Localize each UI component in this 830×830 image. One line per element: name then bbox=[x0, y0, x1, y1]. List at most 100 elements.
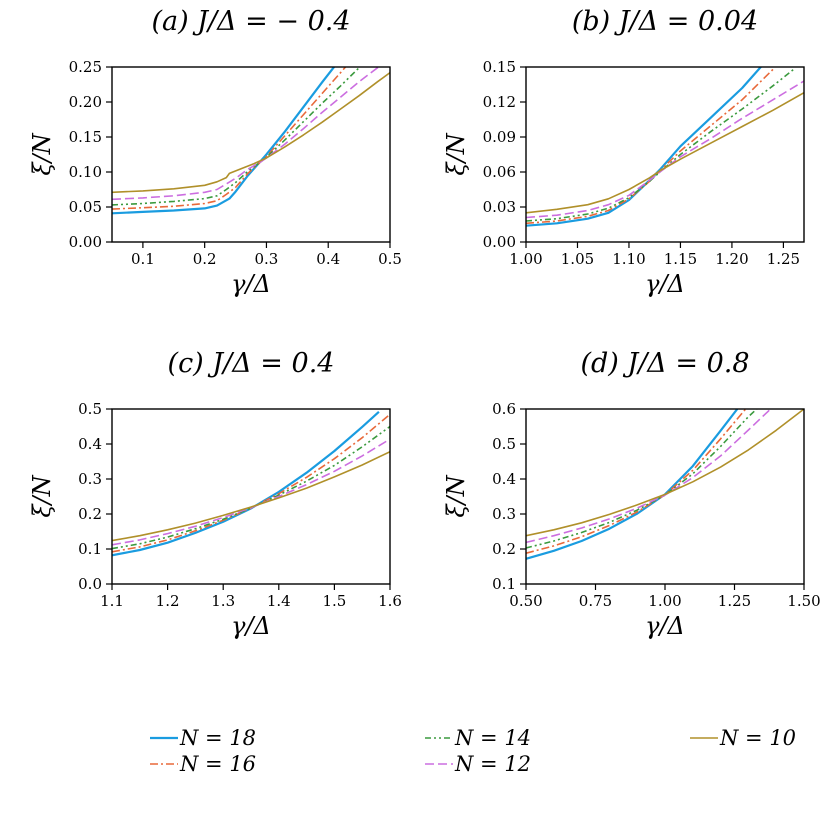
x-tick-label: 1.3 bbox=[211, 592, 235, 610]
x-tick-label: 1.50 bbox=[787, 592, 820, 610]
x-tick-label: 1.00 bbox=[648, 592, 681, 610]
series-line-n18 bbox=[526, 67, 763, 227]
series-group bbox=[526, 409, 804, 560]
legend-label: N = 16 bbox=[179, 752, 256, 776]
y-tick-label: 0.5 bbox=[78, 400, 102, 418]
series-group bbox=[112, 67, 390, 215]
x-axis-label: γ/Δ bbox=[231, 612, 271, 640]
y-axis-label: ξ/N bbox=[442, 132, 470, 175]
legend-label: N = 10 bbox=[719, 726, 796, 750]
x-tick-label: 1.25 bbox=[718, 592, 751, 610]
series-line-n12 bbox=[112, 67, 380, 201]
series-group bbox=[112, 410, 390, 557]
series-line-n10 bbox=[526, 92, 804, 214]
y-axis-label: ξ/N bbox=[28, 474, 56, 517]
y-tick-label: 0.20 bbox=[69, 93, 102, 111]
y-tick-label: 0.5 bbox=[492, 435, 516, 453]
x-tick-label: 1.5 bbox=[322, 592, 346, 610]
y-tick-label: 0.4 bbox=[492, 470, 516, 488]
y-tick-label: 0.4 bbox=[78, 435, 102, 453]
y-tick-label: 0.1 bbox=[78, 540, 102, 558]
x-tick-label: 1.20 bbox=[715, 250, 748, 268]
legend-label: N = 12 bbox=[454, 752, 531, 776]
x-tick-label: 1.1 bbox=[100, 592, 124, 610]
y-axis-label: ξ/N bbox=[442, 474, 470, 517]
x-tick-label: 0.4 bbox=[316, 250, 340, 268]
series-line-n16 bbox=[112, 67, 347, 210]
x-tick-label: 0.2 bbox=[193, 250, 217, 268]
x-tick-label: 1.15 bbox=[664, 250, 697, 268]
y-tick-label: 0.03 bbox=[483, 198, 516, 216]
x-tick-label: 1.2 bbox=[156, 592, 180, 610]
legend-label: N = 14 bbox=[454, 726, 531, 750]
panel-title: (a) J/Δ = − 0.4 bbox=[151, 6, 350, 37]
x-tick-label: 0.75 bbox=[579, 592, 612, 610]
y-tick-label: 0.2 bbox=[78, 505, 102, 523]
series-line-n16 bbox=[112, 413, 390, 553]
x-tick-label: 1.10 bbox=[612, 250, 645, 268]
legend-entry-n18: N = 18 bbox=[150, 726, 256, 750]
series-line-n14 bbox=[112, 425, 390, 550]
y-tick-label: 0.3 bbox=[492, 505, 516, 523]
series-line-n14 bbox=[526, 68, 795, 222]
x-axis-label: γ/Δ bbox=[645, 612, 685, 640]
series-line-n16 bbox=[526, 409, 747, 554]
x-tick-label: 0.1 bbox=[131, 250, 155, 268]
series-line-n12 bbox=[112, 438, 390, 546]
series-line-n12 bbox=[526, 80, 804, 219]
panel-c: (c) J/Δ = 0.4 1.1 1.2 1.3 1.4 1.5 1.6 0.0 0.1 0.2… bbox=[28, 348, 402, 640]
y-tick-label: 0.05 bbox=[69, 198, 102, 216]
y-tick-label: 0.00 bbox=[483, 233, 516, 251]
x-tick-label: 0.3 bbox=[255, 250, 279, 268]
panel-a: (a) J/Δ = − 0.4 0.1 0.2 0.3 0.4 0.5 0.00 0.05 0.… bbox=[28, 6, 402, 298]
x-axis-label: γ/Δ bbox=[645, 270, 685, 298]
y-tick-label: 0.3 bbox=[78, 470, 102, 488]
x-tick-label: 0.5 bbox=[378, 250, 402, 268]
legend-entry-n14: N = 14 bbox=[425, 726, 531, 750]
series-line-n10 bbox=[526, 409, 804, 537]
x-tick-label: 1.6 bbox=[378, 592, 402, 610]
y-tick-label: 0.00 bbox=[69, 233, 102, 251]
plot-frame bbox=[111, 408, 391, 585]
plot-frame bbox=[525, 408, 805, 585]
legend-entry-n12: N = 12 bbox=[425, 752, 531, 776]
y-tick-label: 0.10 bbox=[69, 163, 102, 181]
plot-frame bbox=[525, 66, 805, 243]
series-line-n10 bbox=[112, 450, 390, 542]
series-line-n10 bbox=[112, 71, 390, 194]
y-tick-label: 0.15 bbox=[69, 128, 102, 146]
y-tick-label: 0.15 bbox=[483, 58, 516, 76]
series-line-n18 bbox=[112, 67, 336, 215]
series-line-n14 bbox=[526, 409, 758, 549]
panel-title: (c) J/Δ = 0.4 bbox=[168, 348, 335, 379]
x-axis-label: γ/Δ bbox=[231, 270, 271, 298]
panel-title: (d) J/Δ = 0.8 bbox=[580, 348, 749, 379]
y-tick-label: 0.09 bbox=[483, 128, 516, 146]
legend-label: N = 18 bbox=[179, 726, 256, 750]
y-tick-label: 0.1 bbox=[492, 575, 516, 593]
x-tick-label: 0.50 bbox=[509, 592, 542, 610]
series-line-n12 bbox=[526, 409, 772, 544]
legend: N = 18 N = 14 N = 10 N = 16 N = 12 bbox=[150, 726, 796, 776]
x-tick-label: 1.25 bbox=[767, 250, 800, 268]
panels: (a) J/Δ = − 0.4 0.1 0.2 0.3 0.4 0.5 0.00 0.05 0.… bbox=[28, 6, 821, 640]
series-line-n14 bbox=[112, 67, 362, 206]
x-tick-label: 1.05 bbox=[561, 250, 594, 268]
y-tick-label: 0.2 bbox=[492, 540, 516, 558]
panel-title: (b) J/Δ = 0.04 bbox=[572, 6, 758, 37]
plot-frame bbox=[111, 66, 391, 243]
y-tick-label: 0.12 bbox=[483, 93, 516, 111]
series-group bbox=[526, 67, 804, 227]
y-tick-label: 0.6 bbox=[492, 400, 516, 418]
legend-entry-n10: N = 10 bbox=[690, 726, 796, 750]
legend-entry-n16: N = 16 bbox=[150, 752, 256, 776]
panel-b: (b) J/Δ = 0.04 1.00 1.05 1.10 1.15 1.20 1.25 0.… bbox=[442, 6, 805, 298]
y-tick-label: 0.25 bbox=[69, 58, 102, 76]
x-tick-label: 1.00 bbox=[509, 250, 542, 268]
series-line-n18 bbox=[526, 409, 739, 560]
y-tick-label: 0.06 bbox=[483, 163, 516, 181]
y-axis-label: ξ/N bbox=[28, 132, 56, 175]
panel-d: (d) J/Δ = 0.8 0.50 0.75 1.00 1.25 1.50 0.1 0.2 0… bbox=[442, 348, 821, 640]
y-tick-label: 0.0 bbox=[78, 575, 102, 593]
